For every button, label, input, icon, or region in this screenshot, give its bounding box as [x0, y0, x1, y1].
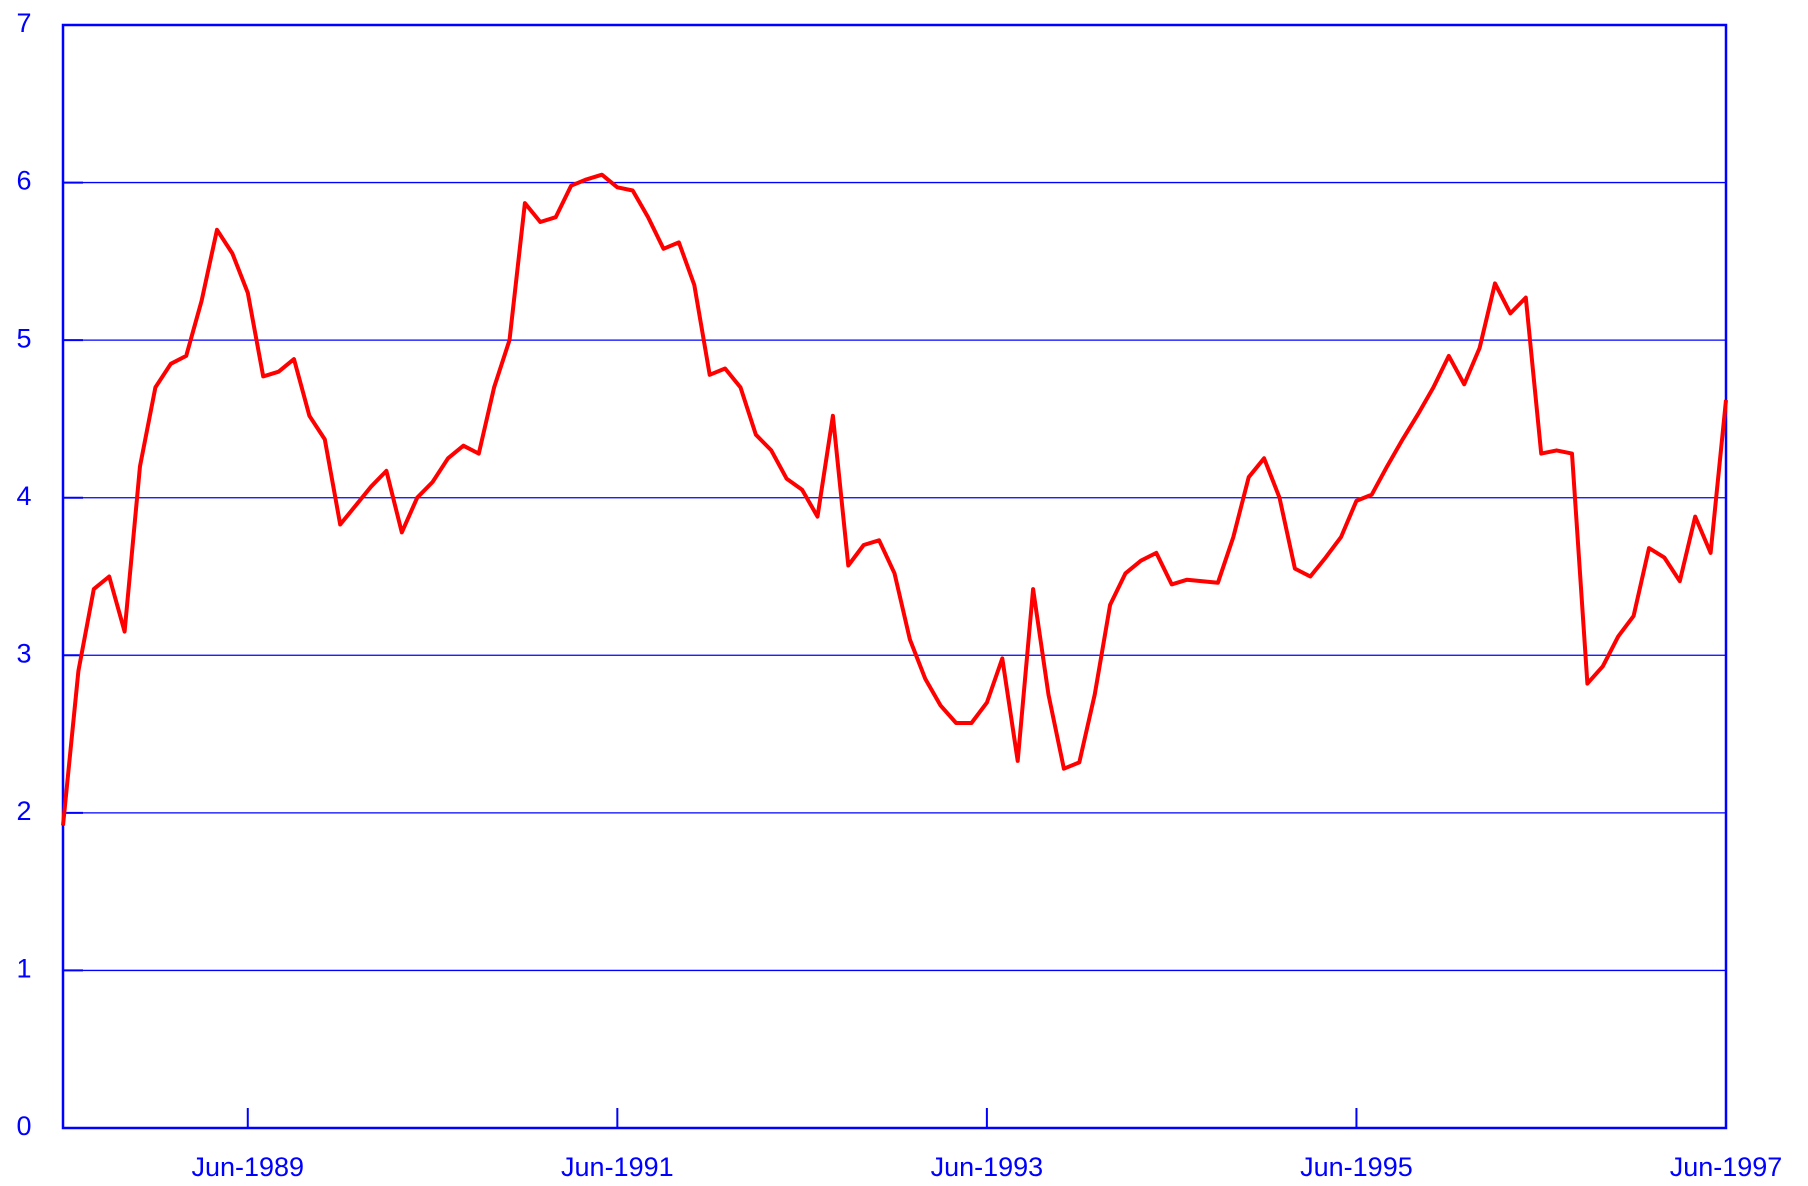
- y-tick-label: 5: [16, 323, 31, 353]
- x-tick-label: Jun-1989: [191, 1152, 304, 1182]
- y-tick-label: 7: [16, 8, 31, 38]
- x-tick-label: Jun-1995: [1300, 1152, 1413, 1182]
- x-tick-label: Jun-1991: [561, 1152, 674, 1182]
- y-tick-label: 2: [16, 796, 31, 826]
- y-tick-label: 0: [16, 1111, 31, 1141]
- x-tick-label: Jun-1997: [1670, 1152, 1783, 1182]
- x-tick-label: Jun-1993: [931, 1152, 1044, 1182]
- y-tick-label: 1: [16, 954, 31, 984]
- y-tick-label: 3: [16, 638, 31, 668]
- y-tick-label: 6: [16, 166, 31, 196]
- y-tick-label: 4: [16, 481, 31, 511]
- plot-frame: [61, 23, 1728, 1130]
- data-line: [61, 172, 1728, 826]
